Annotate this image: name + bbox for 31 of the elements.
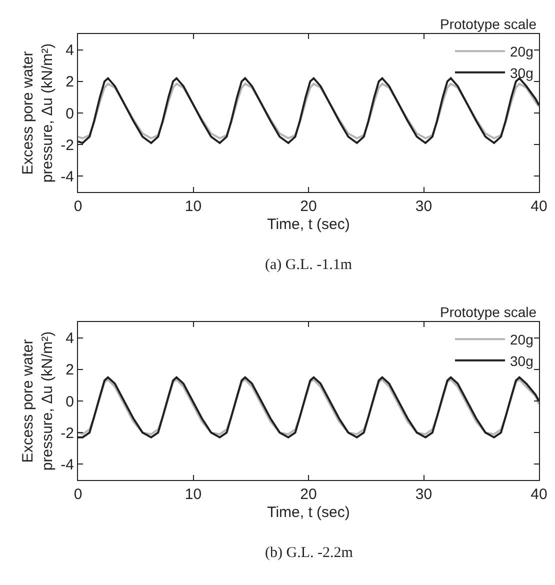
y-axis-title: Excess pore water pressure, Δu (kN/m²) xyxy=(19,331,56,471)
x-tick-label: 30 xyxy=(415,198,432,215)
text: (b) G.L. -2.2m xyxy=(265,545,354,561)
y-tick-label: -4 xyxy=(60,168,74,186)
x-axis-title: Time, t (sec) xyxy=(267,216,350,233)
legend-label: 30g xyxy=(510,352,534,369)
legend-label: 20g xyxy=(510,332,534,348)
legend-title: Prototype scale xyxy=(440,304,537,320)
x-tick-label: 10 xyxy=(184,486,202,503)
x-tick-label: 10 xyxy=(184,198,202,215)
y-tick-label: -2 xyxy=(60,424,74,442)
line-series xyxy=(78,82,539,140)
x-tick-label: 40 xyxy=(530,198,548,215)
legend-label: 20g xyxy=(510,44,534,60)
x-tick-label: 30 xyxy=(415,486,432,503)
y-tick-label: 4 xyxy=(66,42,74,60)
x-axis-title: Time, t (sec) xyxy=(267,504,350,521)
y-tick-label: 4 xyxy=(66,330,74,348)
y-tick-label: -2 xyxy=(60,136,74,154)
x-tick-label: 20 xyxy=(300,486,317,503)
legend-label: 30g xyxy=(510,64,534,81)
y-tick-label: 0 xyxy=(66,105,74,122)
y-tick-label: -4 xyxy=(60,456,74,474)
x-tick-label: 40 xyxy=(530,486,548,503)
y-tick-label: 0 xyxy=(66,393,74,410)
y-tick-label: 2 xyxy=(66,362,74,379)
legend-title: Prototype scale xyxy=(440,16,537,32)
x-tick-label: 20 xyxy=(300,198,317,215)
text: (a) G.L. -1.1m xyxy=(265,257,352,273)
y-tick-label: 2 xyxy=(66,74,74,91)
y-axis-title: Excess pore water pressure, Δu (kN/m²) xyxy=(19,43,56,183)
